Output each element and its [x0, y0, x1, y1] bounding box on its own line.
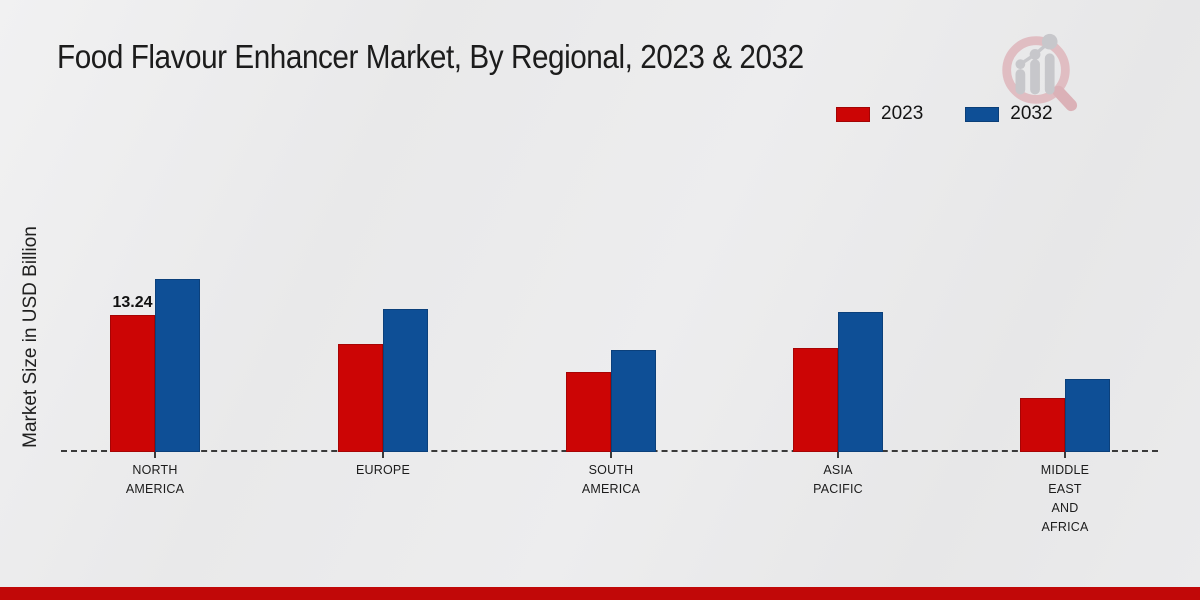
legend-label-2032: 2032 — [1010, 103, 1053, 124]
bar-2023-europe — [338, 344, 383, 452]
category-label-north-america: NORTH AMERICA — [125, 463, 185, 496]
category-label-south-america: SOUTH AMERICA — [581, 463, 641, 496]
bar-2032-middle-east-and-africa — [1065, 379, 1110, 452]
legend-label-2023: 2023 — [881, 103, 924, 124]
market-research-future-logo-icon — [1002, 33, 1078, 112]
axis-tick — [610, 452, 612, 458]
category-label-asia-pacific: ASIA PACIFIC — [813, 463, 863, 496]
legend: 2023 2032 — [836, 103, 1081, 125]
legend-item-2023: 2023 — [836, 103, 923, 125]
axis-tick — [837, 452, 839, 458]
bar-2023-asia-pacific — [793, 348, 838, 452]
axis-tick — [154, 452, 156, 458]
axis-tick — [382, 452, 384, 458]
legend-item-2032: 2032 — [965, 103, 1053, 125]
category-label-middle-east-and-africa: MIDDLE EAST AND AFRICA — [1040, 463, 1090, 534]
bar-2023-south-america — [566, 372, 611, 452]
bar-value-label: 13.24 — [112, 294, 153, 311]
legend-swatch-2032-icon — [965, 106, 1000, 122]
chart-title: Food Flavour Enhancer Market, By Regiona… — [57, 38, 804, 75]
bar-2032-europe — [383, 309, 428, 452]
category-label-europe: EUROPE — [356, 463, 410, 477]
legend-swatch-2023-icon — [836, 106, 870, 122]
bar-2023-north-america — [110, 315, 155, 452]
bar-2023-middle-east-and-africa — [1020, 398, 1065, 452]
footer-brand-band — [0, 587, 1200, 600]
bar-2032-south-america — [611, 350, 656, 452]
bar-2032-asia-pacific — [838, 312, 883, 452]
bar-2032-north-america — [155, 279, 200, 452]
axis-tick — [1064, 452, 1066, 458]
